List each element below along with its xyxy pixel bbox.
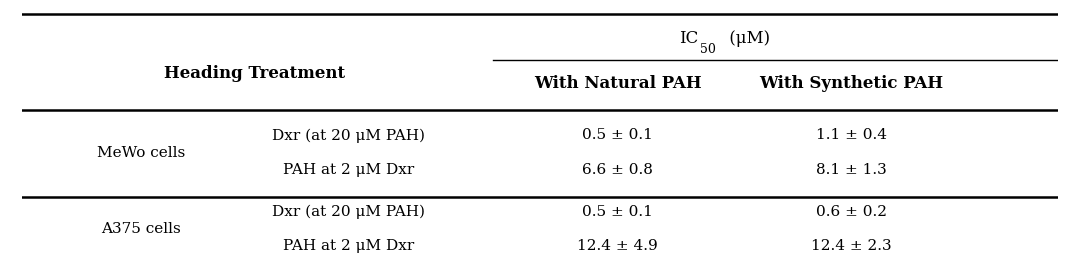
Text: Heading Treatment: Heading Treatment bbox=[164, 66, 346, 82]
Text: PAH at 2 μM Dxr: PAH at 2 μM Dxr bbox=[283, 239, 414, 253]
Text: 6.6 ± 0.8: 6.6 ± 0.8 bbox=[582, 163, 653, 177]
Text: With Natural PAH: With Natural PAH bbox=[534, 75, 702, 92]
Text: (μM): (μM) bbox=[724, 30, 770, 47]
Text: 0.5 ± 0.1: 0.5 ± 0.1 bbox=[582, 128, 653, 142]
Text: MeWo cells: MeWo cells bbox=[97, 146, 185, 159]
Text: 12.4 ± 4.9: 12.4 ± 4.9 bbox=[578, 239, 658, 253]
Text: Dxr (at 20 μM PAH): Dxr (at 20 μM PAH) bbox=[272, 204, 424, 219]
Text: IC: IC bbox=[679, 30, 698, 47]
Text: 0.5 ± 0.1: 0.5 ± 0.1 bbox=[582, 205, 653, 219]
Text: Dxr (at 20 μM PAH): Dxr (at 20 μM PAH) bbox=[272, 128, 424, 143]
Text: With Synthetic PAH: With Synthetic PAH bbox=[759, 75, 943, 92]
Text: A375 cells: A375 cells bbox=[100, 222, 180, 236]
Text: 1.1 ± 0.4: 1.1 ± 0.4 bbox=[815, 128, 887, 142]
Text: PAH at 2 μM Dxr: PAH at 2 μM Dxr bbox=[283, 163, 414, 177]
Text: 12.4 ± 2.3: 12.4 ± 2.3 bbox=[811, 239, 891, 253]
Text: 0.6 ± 0.2: 0.6 ± 0.2 bbox=[815, 205, 887, 219]
Text: 50: 50 bbox=[700, 43, 716, 56]
Text: 8.1 ± 1.3: 8.1 ± 1.3 bbox=[815, 163, 887, 177]
